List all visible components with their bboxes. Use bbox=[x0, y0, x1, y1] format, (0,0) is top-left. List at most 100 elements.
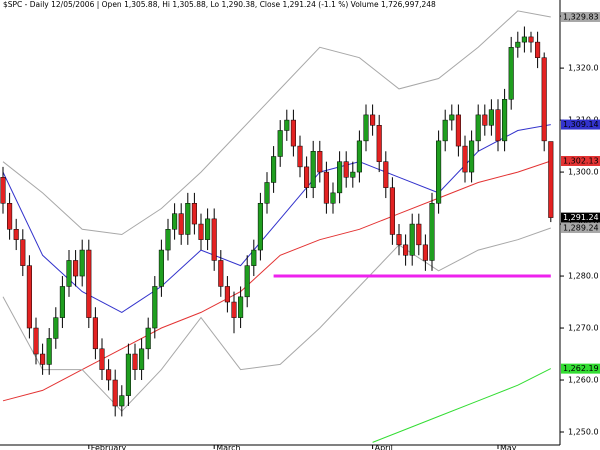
candle-body bbox=[449, 114, 455, 121]
candle-body bbox=[396, 234, 402, 246]
candle-body bbox=[330, 192, 336, 204]
price-label-box bbox=[561, 363, 600, 374]
candle-body bbox=[66, 260, 72, 287]
candle-body bbox=[436, 140, 442, 204]
candle-body bbox=[53, 317, 59, 339]
candle-body bbox=[502, 99, 508, 142]
candle-body bbox=[191, 203, 197, 225]
candle-body bbox=[277, 130, 283, 157]
candle-body bbox=[26, 265, 32, 329]
candle-body bbox=[178, 213, 184, 235]
price-label-box bbox=[561, 11, 600, 22]
candle-body bbox=[403, 244, 409, 256]
candle-body bbox=[495, 109, 501, 142]
x-tick-label: May bbox=[500, 444, 517, 450]
x-tick-label: February bbox=[91, 444, 127, 450]
candle-body bbox=[541, 57, 547, 142]
candle-body bbox=[73, 260, 79, 277]
y-tick-label: 1,320.0 bbox=[568, 64, 599, 73]
y-tick-label: 1,300.0 bbox=[568, 168, 599, 177]
candle-body bbox=[139, 348, 145, 370]
candle-body bbox=[238, 296, 244, 318]
price-label-box bbox=[561, 119, 600, 130]
price-label: 1,289.24 bbox=[563, 224, 599, 233]
candle-body bbox=[422, 244, 428, 261]
candle-body bbox=[59, 286, 65, 318]
candle-body bbox=[515, 41, 521, 48]
candle-body bbox=[482, 114, 488, 126]
candle-body bbox=[112, 379, 118, 407]
candle-body bbox=[323, 171, 329, 204]
candle-body bbox=[363, 114, 369, 142]
candle-body bbox=[198, 223, 204, 240]
candle-body bbox=[356, 140, 362, 173]
candle-body bbox=[218, 260, 224, 287]
candle-body bbox=[7, 203, 13, 230]
candle-body bbox=[548, 141, 554, 218]
candle-body bbox=[455, 114, 461, 147]
indicator-line bbox=[2, 10, 551, 236]
candle-body bbox=[79, 249, 85, 277]
candle-body bbox=[535, 41, 541, 58]
close-label-box bbox=[561, 212, 600, 223]
candle-body bbox=[416, 223, 422, 246]
candle-body bbox=[376, 125, 382, 162]
close-label: 1,291.24 bbox=[563, 213, 599, 222]
candle-body bbox=[383, 161, 389, 188]
candle-body bbox=[205, 218, 211, 240]
candle-body bbox=[475, 114, 481, 142]
candle-body bbox=[0, 177, 6, 204]
indicator-line bbox=[372, 368, 552, 443]
price-label: 1,329.83 bbox=[563, 12, 599, 21]
candle-body bbox=[145, 327, 151, 350]
y-tick-label: 1,250.0 bbox=[568, 428, 599, 437]
candle-body bbox=[528, 36, 534, 43]
price-label-box bbox=[561, 223, 600, 234]
candle-body bbox=[350, 171, 356, 178]
candle-body bbox=[343, 161, 349, 178]
price-label: 1,302.13 bbox=[563, 157, 599, 166]
candle-body bbox=[132, 353, 138, 370]
candle-body bbox=[185, 203, 191, 235]
chart-title: $SPC - Daily 12/05/2006 | Open 1,305.88,… bbox=[3, 0, 436, 9]
y-tick-label: 1,270.0 bbox=[568, 324, 599, 333]
candle-body bbox=[165, 229, 171, 251]
x-tick-label: April bbox=[375, 444, 393, 450]
candle-body bbox=[99, 348, 105, 370]
y-tick-label: 1,280.0 bbox=[568, 272, 599, 281]
candle-body bbox=[86, 249, 92, 318]
candle-body bbox=[257, 203, 263, 251]
x-tick-label: March bbox=[216, 444, 240, 450]
candle-body bbox=[251, 249, 257, 266]
candle-body bbox=[429, 203, 435, 261]
price-label: 1,309.14 bbox=[563, 120, 599, 129]
candle-body bbox=[442, 119, 448, 142]
candle-body bbox=[106, 369, 112, 381]
candle-body bbox=[469, 140, 475, 173]
price-label: 1,262.19 bbox=[563, 364, 599, 373]
candle-body bbox=[389, 187, 395, 235]
candle-body bbox=[337, 161, 343, 194]
candle-body bbox=[33, 327, 39, 355]
candle-body bbox=[152, 286, 158, 329]
candle-body bbox=[211, 218, 217, 261]
candle-body bbox=[92, 317, 98, 350]
candle-body bbox=[158, 249, 164, 287]
candle-body bbox=[46, 338, 52, 365]
price-label-box bbox=[561, 156, 600, 167]
candle-body bbox=[310, 151, 316, 188]
indicator-line bbox=[2, 227, 551, 412]
y-tick-label: 1,260.0 bbox=[568, 376, 599, 385]
candle-body bbox=[172, 213, 178, 230]
candle-body bbox=[488, 109, 494, 126]
candle-body bbox=[125, 353, 131, 396]
candle-body bbox=[304, 166, 310, 188]
candle-body bbox=[244, 265, 250, 298]
candle-body bbox=[409, 223, 415, 256]
indicator-line bbox=[2, 160, 551, 402]
candle-body bbox=[290, 119, 296, 147]
candle-body bbox=[20, 239, 26, 266]
candle-body bbox=[271, 156, 277, 183]
